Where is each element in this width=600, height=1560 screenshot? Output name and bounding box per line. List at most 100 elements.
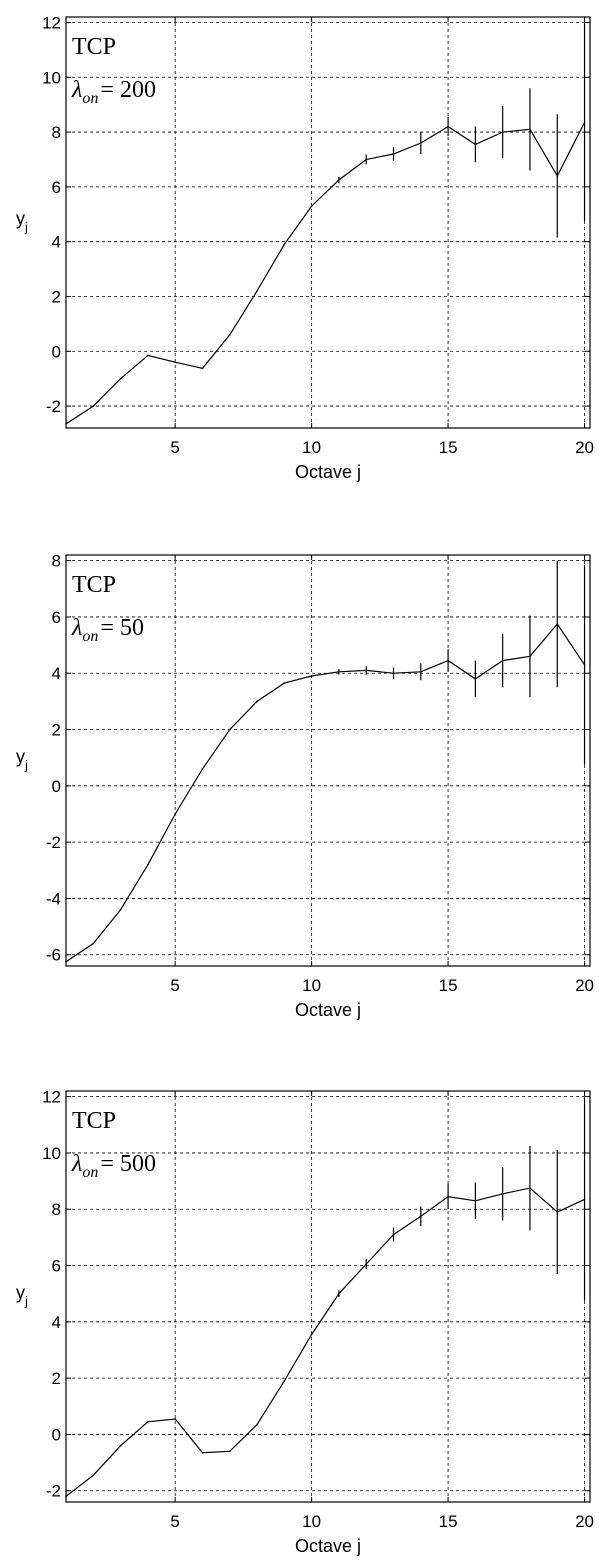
y-tick-label: 0 bbox=[52, 777, 61, 796]
x-tick-label: 5 bbox=[170, 1512, 179, 1531]
y-tick-label: 0 bbox=[52, 342, 61, 361]
y-axis-label: yj bbox=[16, 747, 28, 773]
data-point bbox=[474, 1199, 477, 1202]
y-tick-label: 10 bbox=[42, 1144, 61, 1163]
data-point bbox=[556, 175, 559, 177]
data-point bbox=[310, 1333, 313, 1336]
data-point bbox=[147, 1420, 149, 1423]
data-point bbox=[583, 663, 586, 666]
data-point bbox=[583, 121, 586, 124]
data-point bbox=[419, 1215, 422, 1218]
data-point bbox=[92, 1474, 95, 1477]
axes-frame bbox=[65, 554, 591, 967]
data-point bbox=[65, 1495, 67, 1498]
data-point bbox=[256, 290, 258, 292]
y-tick-label: 4 bbox=[52, 233, 61, 252]
annotation-tcp: TCP bbox=[72, 572, 116, 598]
data-point bbox=[65, 960, 67, 963]
x-tick-label: 10 bbox=[302, 1512, 321, 1531]
y-tick-label: -6 bbox=[46, 946, 61, 965]
data-point bbox=[392, 1233, 395, 1236]
data-point bbox=[256, 700, 258, 703]
x-axis-label: Octave j bbox=[295, 462, 361, 482]
y-tick-label: 10 bbox=[42, 68, 61, 87]
annotation-tcp: TCP bbox=[72, 1108, 116, 1134]
y-tick-label: 2 bbox=[52, 721, 61, 740]
data-point bbox=[447, 125, 449, 128]
data-point bbox=[338, 671, 340, 673]
data-point bbox=[392, 672, 395, 675]
data-point bbox=[283, 1380, 286, 1382]
data-point bbox=[365, 158, 368, 161]
x-tick-label: 15 bbox=[439, 438, 458, 457]
lambda-subscript: on bbox=[82, 1164, 98, 1181]
data-point bbox=[447, 659, 449, 662]
data-point bbox=[65, 423, 67, 425]
data-point bbox=[92, 942, 95, 945]
x-tick-label: 20 bbox=[575, 438, 594, 457]
y-tick-label: 12 bbox=[42, 13, 61, 32]
data-point bbox=[119, 1444, 122, 1447]
data-point bbox=[283, 243, 286, 246]
data-point bbox=[174, 361, 176, 364]
lambda-value: = 50 bbox=[100, 615, 144, 641]
y-axis-label-subscript: j bbox=[24, 1294, 28, 1309]
y-tick-label: -2 bbox=[46, 833, 61, 852]
y-tick-label: 2 bbox=[52, 287, 61, 306]
data-point bbox=[529, 655, 531, 658]
annotation-lambda: λon= 500 bbox=[71, 1151, 156, 1181]
data-point bbox=[365, 1263, 368, 1265]
y-tick-label: -2 bbox=[46, 397, 61, 416]
data-point bbox=[228, 728, 231, 731]
series-line bbox=[65, 122, 586, 425]
x-tick-label: 15 bbox=[439, 976, 458, 995]
lambda-symbol: λ bbox=[71, 77, 82, 103]
y-tick-label: 4 bbox=[52, 664, 61, 683]
data-point bbox=[365, 669, 368, 672]
data-point bbox=[119, 377, 122, 380]
data-point bbox=[583, 1198, 586, 1201]
data-point bbox=[201, 768, 204, 770]
annotation-lambda: λon= 200 bbox=[71, 77, 156, 107]
data-point bbox=[201, 367, 204, 370]
y-tick-label: 6 bbox=[52, 178, 61, 197]
data-point bbox=[310, 205, 313, 207]
data-point bbox=[147, 354, 149, 357]
lambda-subscript: on bbox=[82, 628, 98, 645]
y-tick-label: -4 bbox=[46, 889, 61, 908]
data-point bbox=[556, 1211, 559, 1213]
panel-lambda-50: 5 10 15 20 -6 -4 -2 0 2 4 6 8 Octave j yj TCP λon= 50 bbox=[16, 552, 594, 1020]
data-point bbox=[283, 682, 286, 684]
y-axis-label: yj bbox=[16, 209, 28, 235]
panel-lambda-200: 5 10 15 20 -2 0 2 4 6 8 10 12 Octave j yj TCP λon= 200 bbox=[16, 13, 594, 482]
y-tick-label: -2 bbox=[46, 1482, 61, 1501]
series-line bbox=[65, 623, 585, 963]
data-point bbox=[338, 179, 340, 181]
y-tick-label: 6 bbox=[52, 608, 61, 627]
y-tick-label: 8 bbox=[52, 123, 61, 142]
series-line bbox=[65, 1187, 585, 1497]
data-point bbox=[256, 1423, 258, 1426]
y-axis-label: yj bbox=[16, 1283, 28, 1309]
data-point bbox=[447, 1195, 449, 1198]
axes-frame bbox=[65, 1090, 591, 1503]
x-axis-label: Octave j bbox=[295, 1000, 361, 1020]
axes-frame bbox=[65, 16, 591, 429]
data-point bbox=[147, 863, 149, 866]
x-tick-label: 20 bbox=[575, 1512, 594, 1531]
x-axis-label: Octave j bbox=[295, 1536, 361, 1556]
data-point bbox=[501, 131, 504, 133]
x-tick-label: 20 bbox=[575, 976, 594, 995]
lambda-subscript: on bbox=[82, 90, 98, 107]
y-tick-label: 6 bbox=[52, 1257, 61, 1276]
data-point bbox=[228, 334, 231, 336]
x-tick-label: 10 bbox=[302, 976, 321, 995]
lambda-value: = 200 bbox=[100, 77, 156, 103]
y-tick-label: 8 bbox=[52, 1200, 61, 1219]
data-point bbox=[119, 908, 122, 911]
data-point bbox=[228, 1450, 231, 1453]
panel-lambda-500: 5 10 15 20 -2 0 2 4 6 8 10 12 Octave j yj TCP λon= 500 bbox=[16, 1088, 594, 1556]
x-tick-label: 5 bbox=[170, 438, 179, 457]
annotation-tcp: TCP bbox=[72, 34, 116, 60]
data-point bbox=[201, 1451, 204, 1454]
